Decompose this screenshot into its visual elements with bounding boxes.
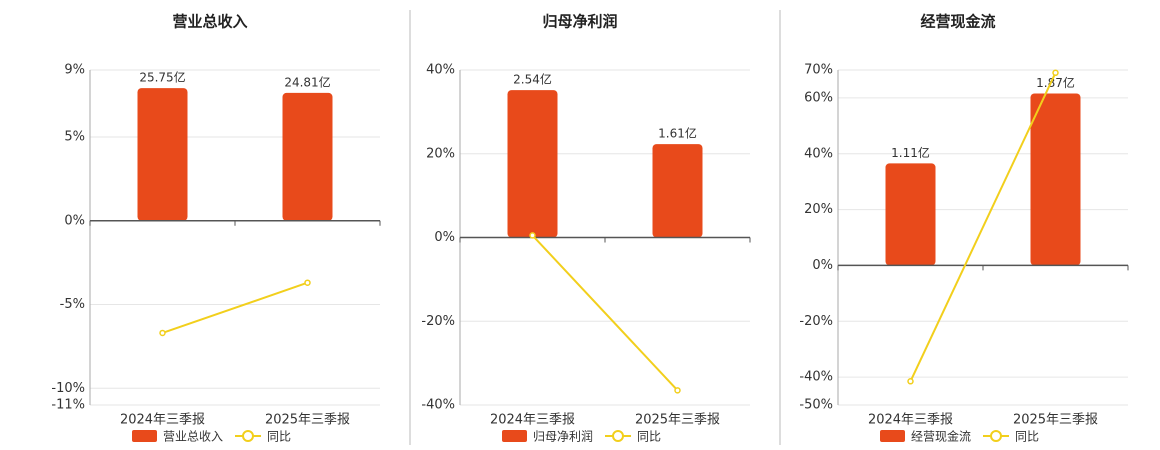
y-tick-label: -5%: [60, 297, 85, 312]
legend-label: 营业总收入: [163, 430, 223, 444]
line-point: [304, 279, 311, 286]
bar: [885, 163, 936, 266]
x-tick-label: 2025年三季报: [1013, 413, 1098, 428]
value-label: 1.61亿: [658, 126, 697, 141]
legend-label: 同比: [1015, 430, 1039, 444]
bar: [652, 144, 703, 238]
value-label: 25.75亿: [139, 70, 185, 85]
x-tick-label: 2024年三季报: [490, 413, 575, 428]
line: [531, 234, 679, 392]
y-tick-label: 70%: [804, 63, 833, 78]
line-point: [159, 329, 166, 337]
y-tick-label: 5%: [64, 130, 85, 145]
legend-label: 归母净利润: [533, 430, 593, 444]
value-label: 1.87亿: [1036, 75, 1075, 90]
legend-swatch: [612, 430, 624, 442]
chart-title: 经营现金流: [920, 13, 995, 31]
y-tick-label: -11%: [51, 398, 85, 413]
bar: [137, 88, 188, 221]
bar: [1030, 93, 1081, 266]
legend-label: 同比: [637, 430, 661, 444]
x-tick-label: 2024年三季报: [868, 413, 953, 428]
line-point: [529, 232, 536, 239]
legend-swatch: [132, 430, 157, 442]
y-tick-label: 20%: [804, 202, 833, 217]
chart-title: 归母净利润: [542, 13, 617, 31]
y-tick-label: -50%: [799, 398, 833, 413]
y-tick-label: 20%: [426, 146, 455, 161]
legend-swatch: [242, 430, 254, 442]
y-tick-label: -10%: [51, 381, 85, 396]
y-tick-label: -20%: [421, 314, 455, 329]
y-tick-label: 40%: [426, 63, 455, 78]
line-point: [674, 387, 681, 394]
x-tick-label: 2024年三季报: [120, 413, 205, 428]
y-tick-label: -40%: [421, 398, 455, 413]
y-tick-label: 0%: [434, 230, 455, 245]
value-label: 2.54亿: [513, 72, 552, 87]
line-point: [907, 378, 914, 385]
y-tick-label: 9%: [64, 63, 85, 78]
legend-label: 同比: [267, 430, 291, 444]
value-label: 24.81亿: [284, 74, 330, 89]
x-tick-label: 2025年三季报: [265, 413, 350, 428]
line: [162, 281, 308, 334]
line: [909, 72, 1057, 382]
y-tick-label: 60%: [804, 90, 833, 105]
y-tick-label: -20%: [799, 314, 833, 329]
bar: [282, 92, 333, 221]
line-point: [1052, 69, 1059, 77]
y-tick-label: 0%: [812, 258, 833, 273]
y-tick-label: 0%: [64, 213, 85, 228]
value-label: 1.11亿: [891, 145, 930, 160]
legend-label: 经营现金流: [911, 429, 971, 444]
y-tick-label: 40%: [804, 146, 833, 161]
bar: [507, 90, 558, 238]
x-tick-label: 2025年三季报: [635, 413, 720, 428]
legend-swatch: [990, 430, 1002, 442]
chart-title: 营业总收入: [172, 13, 247, 31]
y-tick-label: -40%: [799, 370, 833, 385]
legend-swatch: [502, 430, 527, 442]
legend-swatch: [880, 430, 905, 442]
